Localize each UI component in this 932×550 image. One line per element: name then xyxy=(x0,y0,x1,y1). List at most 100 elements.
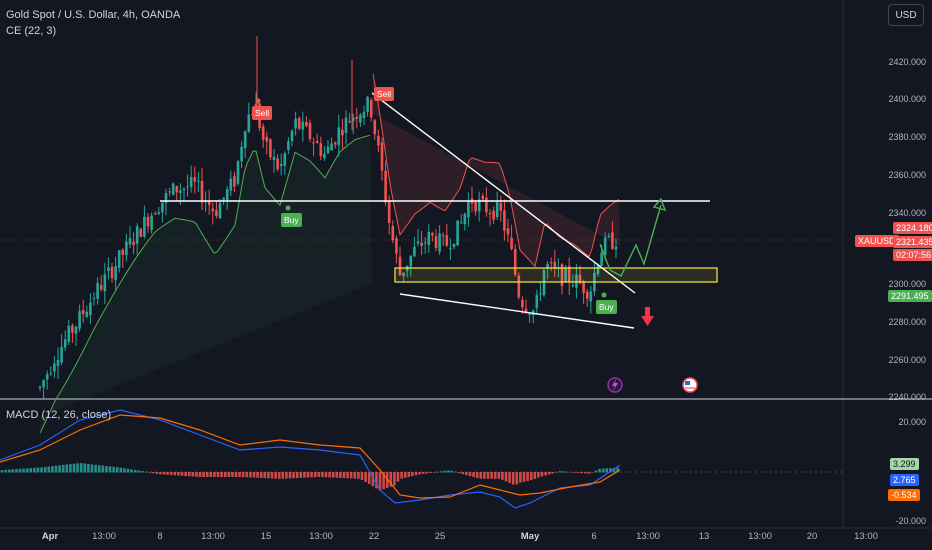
price-axis-label: 2240.000 xyxy=(888,392,926,402)
macd-histogram-bar xyxy=(321,472,324,478)
candle-body xyxy=(614,246,618,250)
candle-body xyxy=(416,241,420,244)
candle-body xyxy=(179,190,182,193)
time-axis-label: 22 xyxy=(368,531,380,542)
buy-marker xyxy=(285,205,291,211)
macd-histogram-bar xyxy=(22,468,25,473)
macd-histogram-bar xyxy=(465,472,468,476)
ce-long-fill xyxy=(40,135,372,434)
macd-histogram-bar xyxy=(256,472,259,478)
macd-histogram-bar xyxy=(612,467,616,473)
candle-body xyxy=(128,237,132,245)
candle-body xyxy=(78,310,81,329)
ce-short-stop-line xyxy=(372,73,620,268)
macd-histogram-bar xyxy=(270,472,274,479)
candle-body xyxy=(279,164,283,167)
currency-button[interactable]: USD xyxy=(888,4,924,26)
macd-histogram-bar xyxy=(223,472,227,477)
down-arrow-shaft xyxy=(645,307,650,317)
candle-body xyxy=(211,208,215,212)
candle-body xyxy=(171,183,175,195)
candle-body xyxy=(603,237,607,255)
candle-body xyxy=(362,112,366,119)
macd-histogram-bar xyxy=(439,471,443,473)
macd-histogram-bar xyxy=(396,472,400,482)
candle-body xyxy=(294,118,297,129)
down-arrow-head xyxy=(641,316,654,326)
candle-body xyxy=(423,242,427,244)
candle-body xyxy=(427,231,431,245)
candle-body xyxy=(96,283,99,299)
macd-histogram-bar xyxy=(364,472,367,483)
macd-histogram-bar xyxy=(472,472,475,478)
candle-body xyxy=(348,121,351,123)
candle-body xyxy=(175,185,179,193)
macd-histogram-bar xyxy=(551,472,555,474)
macd-histogram-bar xyxy=(493,472,497,479)
candle-body xyxy=(369,100,373,118)
macd-histogram-bar xyxy=(537,472,540,478)
candle-body xyxy=(121,249,125,255)
chart-title: Gold Spot / U.S. Dollar, 4h, OANDA xyxy=(6,9,181,21)
macd-histogram-bar xyxy=(328,472,331,478)
macd-histogram-bar xyxy=(87,463,90,473)
candle-body xyxy=(510,237,513,249)
macd-histogram-bar xyxy=(285,472,288,479)
forecast-path xyxy=(599,204,662,277)
candle-body xyxy=(438,233,441,252)
price-axis-label: 2300.000 xyxy=(888,279,926,289)
macd-histogram-bar xyxy=(151,472,155,474)
candle-body xyxy=(132,241,135,245)
candle-body xyxy=(333,142,337,145)
macd-axis-label: -20.000 xyxy=(895,516,926,526)
candle-body xyxy=(42,380,45,388)
candle-body xyxy=(589,291,593,302)
candle-body xyxy=(236,161,240,184)
macd-histogram-bar xyxy=(72,463,76,473)
macd-histogram-bar xyxy=(173,472,177,476)
candle-body xyxy=(319,143,323,157)
candle-body xyxy=(117,250,121,268)
macd-histogram-bar xyxy=(216,472,220,477)
candle-body xyxy=(150,215,153,230)
candle-body xyxy=(315,140,319,143)
macd-histogram-value: 3.299 xyxy=(890,458,919,470)
candle-body xyxy=(153,213,157,215)
candle-body xyxy=(265,136,269,142)
candle-body xyxy=(240,146,243,162)
macd-histogram-bar xyxy=(529,472,533,481)
macd-histogram-bar xyxy=(177,472,180,476)
macd-histogram-bar xyxy=(231,472,234,477)
ce-indicator-label[interactable]: CE (22, 3) xyxy=(6,25,57,37)
candle-body xyxy=(485,197,488,213)
macd-histogram-bar xyxy=(587,472,591,474)
candle-body xyxy=(546,263,549,269)
candle-body xyxy=(431,233,434,236)
candle-body xyxy=(323,153,326,159)
macd-histogram-bar xyxy=(292,472,295,479)
candle-body xyxy=(261,126,265,140)
candle-body xyxy=(398,256,402,276)
macd-title[interactable]: MACD (12, 26, close) xyxy=(6,409,112,421)
macd-histogram-bar xyxy=(400,472,403,479)
macd-histogram-bar xyxy=(191,472,195,477)
us-flag-event-icon xyxy=(685,381,690,385)
candle-body xyxy=(186,186,189,188)
macd-histogram-bar xyxy=(591,472,594,473)
macd-histogram-bar xyxy=(519,472,522,483)
macd-histogram-bar xyxy=(25,468,29,473)
candle-body xyxy=(276,158,279,170)
macd-histogram-bar xyxy=(443,470,447,473)
macd-histogram-bar xyxy=(515,472,519,485)
candle-body xyxy=(549,262,553,264)
candle-body xyxy=(107,267,110,272)
macd-histogram-bar xyxy=(112,466,115,473)
macd-histogram-bar xyxy=(213,472,216,477)
candle-body xyxy=(60,346,63,363)
macd-histogram-bar xyxy=(69,464,72,473)
candle-body xyxy=(114,266,117,281)
macd-histogram-bar xyxy=(61,464,65,473)
macd-histogram-bar xyxy=(565,471,569,473)
